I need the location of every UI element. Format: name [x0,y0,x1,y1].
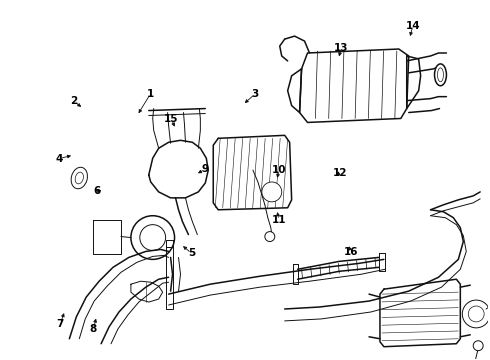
Text: 9: 9 [201,164,209,174]
Text: 4: 4 [55,154,63,163]
Text: 13: 13 [334,43,348,53]
Text: 15: 15 [164,113,178,123]
Text: 14: 14 [405,21,420,31]
Polygon shape [380,279,460,347]
Polygon shape [166,247,172,309]
Ellipse shape [435,64,446,86]
Text: 10: 10 [272,165,286,175]
Text: 6: 6 [93,186,100,197]
Polygon shape [293,264,297,284]
Polygon shape [299,49,409,122]
Circle shape [131,216,174,260]
Polygon shape [166,239,172,247]
Circle shape [262,182,282,202]
Text: 1: 1 [147,89,154,99]
Polygon shape [93,220,121,255]
Text: 16: 16 [344,247,358,257]
Polygon shape [213,135,292,210]
Circle shape [265,231,275,242]
Text: 3: 3 [251,89,258,99]
Polygon shape [131,281,163,302]
Text: 8: 8 [90,324,97,334]
Text: 11: 11 [272,215,286,225]
Polygon shape [288,69,301,113]
Circle shape [473,341,483,351]
Polygon shape [379,253,385,271]
Text: 12: 12 [333,168,347,178]
Ellipse shape [71,167,87,189]
Text: 5: 5 [188,248,195,258]
Polygon shape [149,140,208,198]
Polygon shape [407,56,420,109]
Text: 7: 7 [56,319,64,329]
Text: 2: 2 [70,96,77,107]
Circle shape [462,300,490,328]
